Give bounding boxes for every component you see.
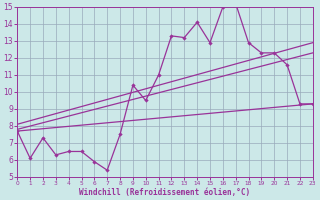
X-axis label: Windchill (Refroidissement éolien,°C): Windchill (Refroidissement éolien,°C)	[79, 188, 251, 197]
